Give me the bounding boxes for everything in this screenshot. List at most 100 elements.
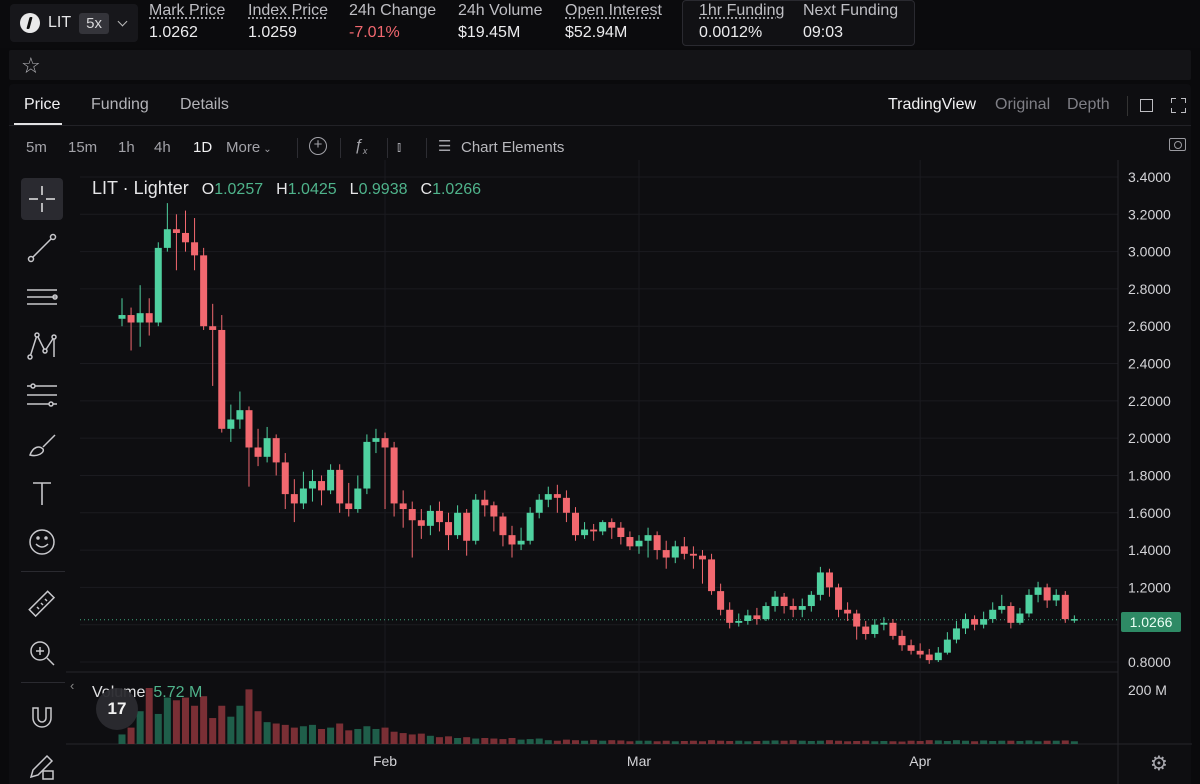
timeframe-4h[interactable]: 4h: [154, 139, 171, 156]
stat-open-interest: Open Interest $52.94M: [565, 2, 662, 42]
chart-elements-icon[interactable]: ☰: [438, 138, 452, 155]
candle-body: [898, 635, 906, 646]
candle-type-icon[interactable]: ⫾: [397, 139, 402, 154]
candle-body: [154, 247, 162, 323]
function-icon[interactable]: ƒx: [354, 137, 368, 157]
collapse-toolbar-icon[interactable]: ‹: [70, 678, 75, 693]
candle-body: [889, 622, 897, 636]
volume-bar: [898, 741, 906, 744]
trend-line-tool[interactable]: [21, 227, 63, 269]
volume-bar: [490, 738, 498, 744]
volume-bar: [653, 741, 661, 744]
tradingview-logo-icon[interactable]: 17: [96, 688, 138, 730]
stat-label[interactable]: Index Price: [248, 2, 329, 19]
close-key: C: [420, 181, 433, 198]
candle-body: [717, 591, 725, 610]
price-tick-label: 2.4000: [1128, 356, 1171, 372]
candle-body: [780, 596, 788, 607]
stat-label[interactable]: Open Interest: [565, 2, 662, 19]
camera-icon[interactable]: [1169, 138, 1186, 151]
candle-body: [526, 512, 534, 541]
volume-bar: [762, 740, 770, 744]
pattern-tool[interactable]: [21, 325, 63, 367]
volume-bar: [163, 697, 171, 744]
drawing-toolbar: ‹: [9, 168, 75, 784]
zoom-tool[interactable]: [21, 632, 63, 674]
view-tradingview[interactable]: TradingView: [888, 96, 977, 113]
leverage-badge[interactable]: 5x: [79, 12, 109, 34]
volume-bar: [1016, 740, 1024, 744]
volume-bar: [744, 741, 752, 744]
market-symbol: LIT: [48, 14, 72, 31]
candle-body: [862, 626, 870, 635]
volume-bar: [435, 737, 443, 744]
brush-tool[interactable]: [21, 423, 63, 465]
text-tool[interactable]: [21, 472, 63, 514]
volume-bar: [853, 740, 861, 744]
text-icon: [33, 482, 51, 505]
stat-label[interactable]: 1hr Funding: [699, 2, 785, 19]
candle-body: [989, 609, 997, 620]
price-tick-label: 2.2000: [1128, 393, 1171, 409]
candle-body: [635, 540, 643, 547]
view-original[interactable]: Original: [995, 96, 1051, 113]
crosshair-tool[interactable]: [21, 178, 63, 220]
volume-bar: [1043, 740, 1051, 744]
tab-funding[interactable]: Funding: [91, 96, 149, 113]
stat-label: Next Funding: [803, 2, 899, 19]
horizontal-lines-tool[interactable]: [21, 276, 63, 318]
volume-bar: [118, 734, 126, 744]
timeframe-15m[interactable]: 15m: [68, 139, 98, 156]
volume-bar: [308, 724, 316, 744]
emoji-tool[interactable]: [21, 521, 63, 563]
candle-body: [363, 441, 371, 489]
magnet-icon: [32, 707, 52, 728]
candle-body: [671, 546, 679, 558]
candle-body: [499, 516, 507, 536]
fullscreen-icon[interactable]: [1171, 98, 1186, 113]
chart-elements-button[interactable]: Chart Elements: [461, 139, 565, 156]
timeframe-1h[interactable]: 1h: [118, 139, 135, 156]
candle-body: [825, 572, 833, 588]
candle-body: [971, 619, 979, 625]
market-selector[interactable]: LIT 5x: [10, 4, 138, 42]
magnet-tool[interactable]: [21, 696, 63, 738]
view-depth[interactable]: Depth: [1067, 96, 1110, 113]
timeframe-5m[interactable]: 5m: [26, 139, 47, 156]
volume-bars: [118, 688, 1078, 744]
tab-price[interactable]: Price: [24, 96, 61, 113]
volume-bar: [572, 740, 579, 744]
funding-box: [682, 0, 915, 46]
more-timeframes-button[interactable]: More ⌄: [226, 139, 272, 156]
tab-details[interactable]: Details: [180, 96, 229, 113]
volume-bar: [717, 740, 725, 744]
stat-index-price: Index Price 1.0259: [248, 2, 328, 42]
candle-body: [789, 606, 797, 610]
star-icon[interactable]: ☆: [21, 53, 41, 78]
volume-bar: [562, 739, 570, 744]
price-tick-label: 2.0000: [1128, 430, 1171, 446]
volume-bar: [644, 740, 652, 744]
stat-label[interactable]: Mark Price: [149, 2, 226, 19]
candle-body: [381, 438, 389, 448]
volume-bar: [871, 741, 879, 744]
volume-bar: [236, 705, 244, 744]
stat-value: 0.0012%: [699, 24, 763, 41]
volume-bar: [299, 726, 307, 744]
panel-tabs: Price Funding Details TradingView Origin…: [9, 84, 1191, 126]
ruler-tool[interactable]: [21, 583, 63, 625]
lock-drawings-tool[interactable]: [21, 745, 63, 784]
add-indicator-icon[interactable]: +: [309, 137, 327, 155]
square-icon[interactable]: [1140, 99, 1153, 112]
stat-value: 09:03: [803, 24, 844, 41]
fib-tool[interactable]: [21, 374, 63, 416]
candle-body: [299, 488, 307, 504]
settings-gear-icon[interactable]: ⚙: [1150, 753, 1168, 775]
candle-body: [1007, 606, 1015, 623]
volume-tick-label: 200 M: [1128, 682, 1167, 698]
timeframe-1d[interactable]: 1D: [193, 139, 213, 156]
stat-value: -7.01%: [349, 24, 400, 41]
trend-line-icon: [27, 233, 57, 263]
price-tick-label: 1.2000: [1128, 579, 1171, 595]
